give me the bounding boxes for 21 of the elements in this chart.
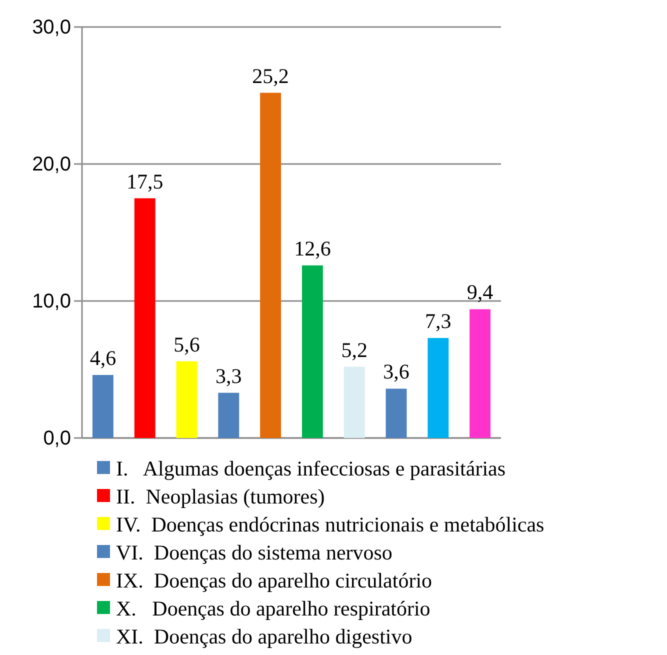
legend-label: II. Neoplasias (tumores) [116,484,325,508]
y-tick-label: 10,0 [32,290,71,312]
data-label: 25,2 [252,64,289,88]
y-tick-label: 0,0 [43,427,71,450]
y-tick-label: 30,0 [32,16,71,38]
legend-label: VI. Doenças do sistema nervoso [116,540,392,564]
data-label: 5,2 [341,338,368,362]
data-label: 17,5 [126,169,164,194]
data-label: 4,6 [90,346,116,370]
data-label: 9,4 [466,280,494,304]
data-label: 5,6 [174,332,200,356]
legend-label: X. Doenças do aparelho respiratório [116,596,430,620]
legend-label: IX. Doenças do aparelho circulatório [116,568,432,592]
data-label: 3,3 [216,364,242,388]
legend-label: I. Algumas doenças infecciosas e parasitárias [116,456,506,480]
legend-label: IV. Doenças endócrinas nutricionais e metabólicas [116,512,544,536]
data-label: 12,6 [294,236,331,260]
legend-label: XI. Doenças do aparelho digestivo [116,624,412,648]
data-label: 3,6 [383,360,410,384]
y-tick-label: 20,0 [32,153,71,176]
data-label: 7,3 [425,308,452,333]
